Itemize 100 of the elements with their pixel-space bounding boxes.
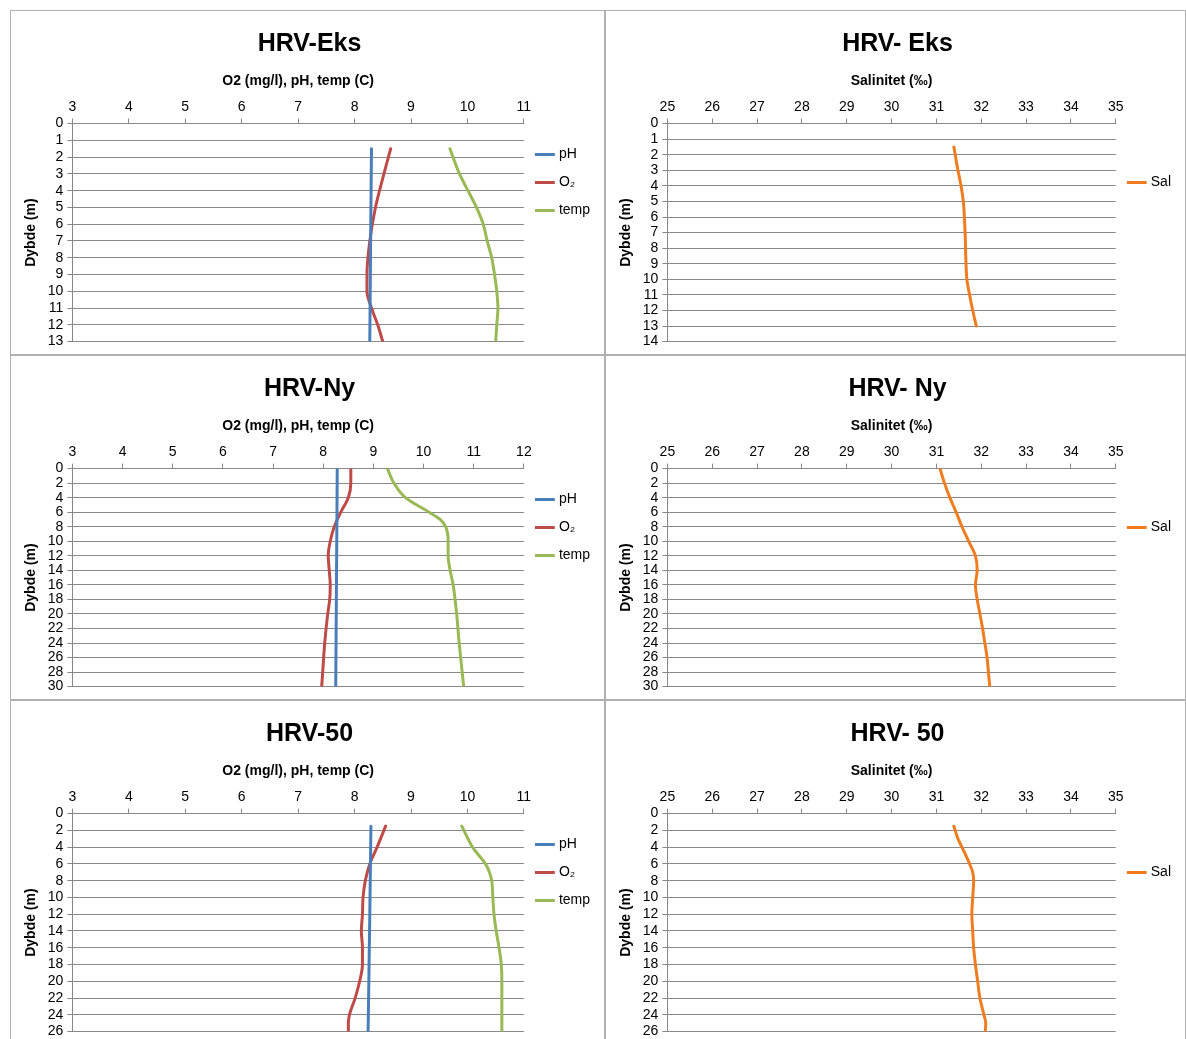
x-tick-label: 5 — [181, 788, 190, 805]
y-tick-label: 13 — [47, 332, 64, 349]
y-tick-label: 0 — [55, 114, 64, 131]
y-tick-label: 12 — [642, 301, 659, 318]
line-series — [938, 468, 992, 687]
x-tick-label: 28 — [794, 98, 810, 115]
x-tick-label: 30 — [883, 98, 900, 115]
legend-label: pH — [558, 145, 577, 162]
y-tick-label: 1 — [55, 131, 64, 148]
y-tick-label: 5 — [55, 198, 64, 215]
y-tick-label: 2 — [650, 145, 659, 162]
y-tick-label: 20 — [642, 972, 659, 989]
x-tick-label: 26 — [704, 98, 721, 115]
x-tick-label: 7 — [294, 98, 303, 115]
x-axis-title: O2 (mg/l), pH, temp (C) — [222, 72, 374, 89]
y-tick-label: 24 — [642, 633, 659, 650]
x-tick-label: 29 — [838, 788, 855, 805]
y-axis-title: Dybde (m) — [617, 543, 634, 612]
x-tick-label: 33 — [1018, 443, 1035, 460]
x-axis-title: Salinitet (‰) — [850, 72, 933, 89]
x-tick-label: 26 — [704, 443, 721, 460]
y-tick-label: 20 — [47, 604, 64, 621]
x-tick-label: 3 — [68, 788, 77, 805]
y-tick-label: 16 — [47, 575, 64, 592]
x-tick-label: 27 — [749, 98, 766, 115]
y-axis-title: Dybde (m) — [22, 888, 39, 957]
y-tick-label: 4 — [650, 838, 659, 854]
y-tick-label: 10 — [47, 888, 64, 905]
y-tick-label: 18 — [47, 590, 64, 607]
y-tick-label: 18 — [47, 955, 64, 972]
y-tick-label: 9 — [650, 254, 659, 271]
y-tick-label: 6 — [650, 503, 659, 520]
x-tick-label: 30 — [883, 443, 900, 460]
x-tick-label: 31 — [928, 443, 945, 460]
y-tick-label: 18 — [642, 590, 659, 607]
x-tick-label: 3 — [68, 98, 77, 115]
y-tick-label: 2 — [55, 821, 64, 838]
y-tick-label: 12 — [642, 546, 659, 563]
x-tick-label: 29 — [838, 443, 855, 460]
legend-label: O₂ — [558, 518, 576, 535]
y-tick-label: 6 — [650, 207, 659, 224]
y-tick-label: 22 — [642, 988, 659, 1005]
y-axis-title: Dybde (m) — [617, 198, 634, 267]
x-tick-label: 3 — [68, 443, 77, 460]
x-tick-label: 28 — [794, 443, 810, 460]
y-tick-label: 7 — [650, 223, 659, 240]
y-tick-label: 8 — [650, 239, 659, 256]
x-tick-label: 4 — [124, 788, 133, 805]
y-tick-label: 9 — [55, 265, 64, 282]
y-tick-label: 4 — [650, 488, 659, 505]
y-tick-label: 5 — [650, 192, 659, 209]
x-tick-label: 32 — [973, 98, 990, 115]
y-tick-label: 24 — [47, 633, 64, 650]
x-tick-label: 11 — [516, 98, 532, 115]
y-tick-label: 30 — [47, 677, 64, 694]
x-tick-label: 35 — [1107, 788, 1124, 805]
chart-title: HRV-Ny — [263, 372, 356, 401]
y-tick-label: 14 — [642, 561, 659, 578]
line-series — [448, 147, 500, 342]
chart-title: HRV-Eks — [257, 27, 362, 56]
x-tick-label: 34 — [1063, 98, 1079, 115]
x-tick-label: 26 — [704, 788, 721, 805]
y-tick-label: 8 — [55, 517, 64, 534]
y-tick-label: 22 — [47, 988, 64, 1005]
y-tick-label: 16 — [47, 938, 64, 955]
y-tick-label: 12 — [47, 546, 64, 563]
chart-title: HRV- Ny — [848, 372, 947, 401]
y-tick-label: 30 — [642, 677, 659, 694]
y-tick-label: 7 — [55, 231, 64, 248]
y-tick-label: 6 — [55, 503, 64, 520]
line-series — [368, 147, 373, 342]
x-tick-label: 6 — [237, 788, 246, 805]
x-tick-label: 4 — [124, 98, 133, 115]
legend-label: O₂ — [558, 863, 576, 880]
x-tick-label: 10 — [459, 788, 476, 805]
x-tick-label: 9 — [407, 788, 416, 805]
x-axis-title: O2 (mg/l), pH, temp (C) — [222, 417, 374, 434]
line-series — [952, 824, 988, 1032]
y-tick-label: 14 — [47, 921, 64, 938]
y-tick-label: 11 — [48, 298, 64, 315]
x-tick-label: 29 — [838, 98, 855, 115]
y-tick-label: 6 — [650, 854, 659, 871]
y-tick-label: 14 — [642, 921, 659, 938]
x-tick-label: 5 — [181, 98, 190, 115]
x-tick-label: 27 — [749, 443, 766, 460]
y-tick-label: 6 — [55, 215, 64, 232]
y-tick-label: 16 — [642, 575, 659, 592]
line-series — [346, 824, 388, 1032]
x-tick-label: 10 — [459, 98, 476, 115]
y-tick-label: 0 — [650, 114, 659, 131]
y-tick-label: 4 — [55, 838, 64, 854]
x-tick-label: 32 — [973, 788, 990, 805]
y-tick-label: 8 — [55, 871, 64, 888]
y-tick-label: 2 — [650, 473, 659, 490]
y-tick-label: 14 — [47, 561, 64, 578]
y-tick-label: 28 — [47, 662, 64, 679]
y-tick-label: 26 — [47, 1022, 64, 1039]
y-tick-label: 2 — [55, 473, 64, 490]
x-tick-label: 34 — [1063, 788, 1079, 805]
line-series — [385, 468, 466, 687]
